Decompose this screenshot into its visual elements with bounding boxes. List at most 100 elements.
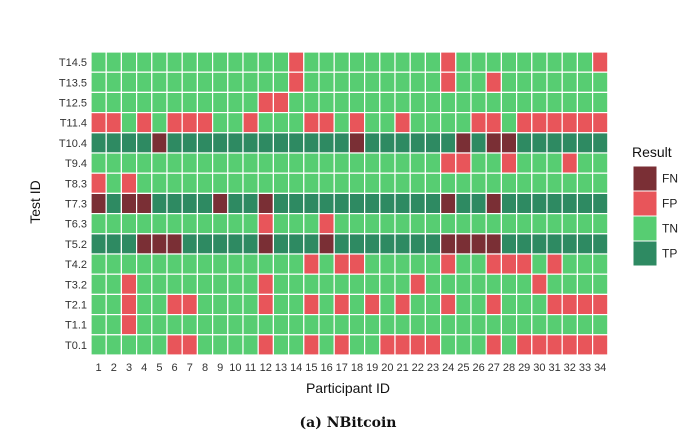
cell-T4.2-p4-TN: [136, 253, 153, 275]
cell-T14.5-p33-TN: [576, 51, 594, 73]
cell-T13.5-p14-FP: [288, 71, 305, 93]
cell-T2.1-p8-TN: [196, 293, 214, 316]
cell-T7.3-p28-TP: [500, 192, 518, 215]
cell-T11.4-p2-FP: [105, 111, 122, 134]
cell-T6.3-p7-TN: [181, 213, 198, 235]
cell-T7.3-p14-TP: [288, 192, 305, 215]
cell-T9.4-p20-TN: [379, 152, 396, 174]
cell-T14.5-p3-TN: [120, 51, 138, 73]
legend-swatch-fp: [632, 190, 658, 217]
cell-T4.2-p5-TN: [151, 253, 168, 275]
x-tick-label: 27: [488, 362, 500, 374]
cell-T2.1-p1-TN: [90, 293, 107, 316]
cell-T7.3-p3-FN: [120, 192, 138, 215]
cell-T12.5-p27-TN: [485, 91, 503, 114]
cell-T4.2-p19-TN: [364, 253, 381, 275]
cell-T6.3-p13-TN: [272, 213, 290, 235]
cell-T12.5-p6-TN: [166, 91, 183, 114]
cell-T3.2-p4-TN: [136, 273, 153, 296]
cell-T0.1-p22-FP: [409, 334, 427, 356]
cell-T12.5-p13-FP: [272, 91, 290, 114]
cell-T4.2-p24-FP: [440, 253, 457, 275]
cell-T2.1-p32-FP: [561, 293, 579, 316]
cell-T1.1-p23-TN: [424, 314, 442, 336]
legend-swatch-tn: [632, 215, 658, 242]
cell-T12.5-p34-TN: [591, 91, 609, 114]
cell-T6.3-p5-TN: [151, 213, 168, 235]
cell-T6.3-p25-TN: [455, 213, 472, 235]
cell-T7.3-p18-TP: [348, 192, 366, 215]
cell-T13.5-p17-TN: [333, 71, 351, 93]
cell-T10.4-p10-TP: [227, 132, 244, 154]
cell-T9.4-p21-TN: [394, 152, 411, 174]
cell-T3.2-p16-TN: [318, 273, 335, 296]
cell-T12.5-p10-TN: [227, 91, 244, 114]
cell-T7.3-p15-TP: [303, 192, 320, 215]
cell-T5.2-p9-TP: [212, 233, 229, 255]
cell-T9.4-p18-TN: [348, 152, 366, 174]
cell-T14.5-p24-FP: [440, 51, 457, 73]
cell-T11.4-p19-TN: [364, 111, 381, 134]
cell-T10.4-p29-TP: [515, 132, 533, 154]
y-tick-label: T3.2: [65, 279, 87, 291]
cell-T13.5-p15-TN: [303, 71, 320, 93]
cell-T4.2-p16-TN: [318, 253, 335, 275]
cell-T8.3-p33-TN: [576, 172, 594, 194]
cell-T11.4-p1-FP: [90, 111, 107, 134]
cell-T12.5-p20-TN: [379, 91, 396, 114]
y-tick-label: T13.5: [59, 77, 87, 89]
cell-T10.4-p26-TP: [470, 132, 487, 154]
cell-T5.2-p15-TP: [303, 233, 320, 255]
y-tick-label: T5.2: [65, 239, 87, 251]
cell-T13.5-p34-TN: [591, 71, 609, 93]
cell-T14.5-p29-TN: [515, 51, 533, 73]
cell-T2.1-p17-FP: [333, 293, 351, 316]
cell-T0.1-p29-FP: [515, 334, 533, 356]
cell-T14.5-p1-TN: [90, 51, 107, 73]
cell-T11.4-p31-FP: [546, 111, 563, 134]
legend-swatch-fn: [632, 165, 658, 192]
cell-T11.4-p23-TN: [424, 111, 442, 134]
cell-T0.1-p1-TN: [90, 334, 107, 356]
cell-T12.5-p5-TN: [151, 91, 168, 114]
cell-T13.5-p1-TN: [90, 71, 107, 93]
cell-T8.3-p27-TN: [485, 172, 503, 194]
cell-T6.3-p26-TN: [470, 213, 487, 235]
cell-T9.4-p29-TN: [515, 152, 533, 174]
cell-T11.4-p17-TN: [333, 111, 351, 134]
cell-T11.4-p7-FP: [181, 111, 198, 134]
x-axis-ticks: 1 2 3 4 5 6 7 8 9 10 11 12 13 14 15 16 17 18 19 20 21 22 23 24 2…: [96, 362, 607, 374]
x-tick-label: 16: [320, 362, 332, 374]
legend-label-tp: TP: [662, 247, 677, 261]
cell-T3.2-p12-FP: [257, 273, 275, 296]
cell-T14.5-p14-FP: [288, 51, 305, 73]
cell-T1.1-p34-TN: [591, 314, 609, 336]
cell-T6.3-p16-FP: [318, 213, 335, 235]
cell-T8.3-p31-TN: [546, 172, 563, 194]
cell-T8.3-p19-TN: [364, 172, 381, 194]
cell-T12.5-p24-TN: [440, 91, 457, 114]
cell-T12.5-p23-TN: [424, 91, 442, 114]
cell-T13.5-p19-TN: [364, 71, 381, 93]
cell-T3.2-p23-TN: [424, 273, 442, 296]
cell-T10.4-p11-TP: [242, 132, 259, 154]
cell-T0.1-p11-TN: [242, 334, 259, 356]
cell-T11.4-p29-FP: [515, 111, 533, 134]
cell-T14.5-p10-TN: [227, 51, 244, 73]
cell-T6.3-p28-TN: [500, 213, 518, 235]
cell-T9.4-p33-TN: [576, 152, 594, 174]
cell-T13.5-p25-TN: [455, 71, 472, 93]
cell-T0.1-p16-TN: [318, 334, 335, 356]
cell-T4.2-p32-TN: [561, 253, 579, 275]
cell-T13.5-p27-FP: [485, 71, 503, 93]
cell-T3.2-p24-TN: [440, 273, 457, 296]
cell-T10.4-p9-TP: [212, 132, 229, 154]
cell-T14.5-p2-TN: [105, 51, 122, 73]
cell-T1.1-p6-TN: [166, 314, 183, 336]
cell-T3.2-p22-FP: [409, 273, 427, 296]
cell-T0.1-p28-TN: [500, 334, 518, 356]
cell-T9.4-p34-TN: [591, 152, 609, 174]
cell-T0.1-p2-TN: [105, 334, 122, 356]
cell-T9.4-p17-TN: [333, 152, 351, 174]
cell-T1.1-p22-TN: [409, 314, 427, 336]
